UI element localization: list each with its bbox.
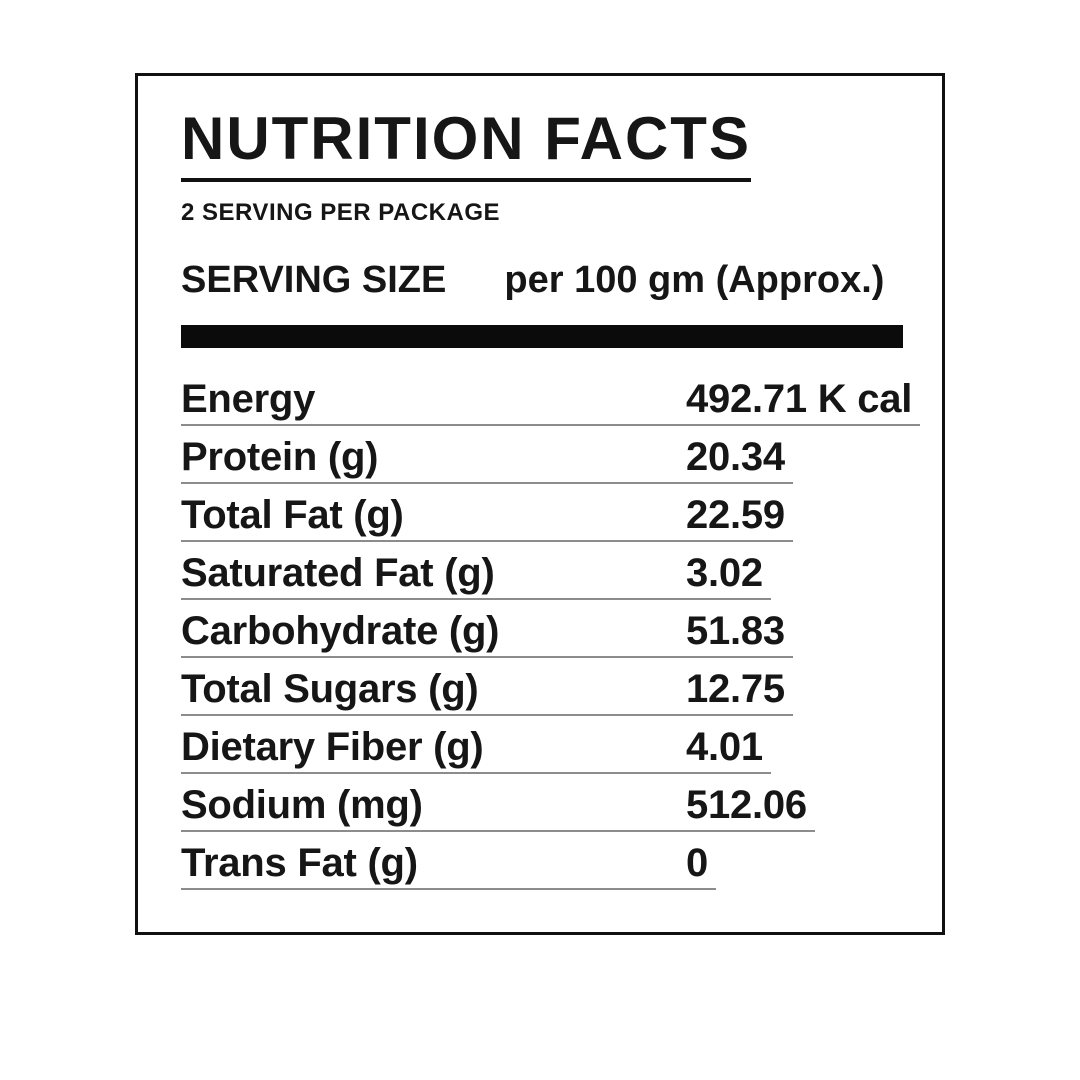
nutrient-name: Total Sugars (g) (181, 667, 479, 711)
servings-per-package: 2 SERVING PER PACKAGE (181, 199, 501, 226)
nutrient-name: Energy (181, 377, 316, 421)
serving-size-row: SERVING SIZE per 100 gm (Approx.) (181, 259, 902, 301)
nutrient-row: Energy 492.71 K cal (181, 368, 921, 426)
nutrient-name: Sodium (mg) (181, 783, 423, 827)
nutrient-value: 20.34 (686, 435, 785, 479)
nutrition-label-box: NUTRITION FACTS 2 SERVING PER PACKAGE SE… (135, 73, 945, 935)
nutrient-value: 512.06 (686, 783, 807, 827)
nutrient-value: 492.71 K cal (686, 377, 913, 421)
label-title: NUTRITION FACTS (181, 104, 751, 182)
nutrient-name: Carbohydrate (g) (181, 609, 500, 653)
nutrient-row: Trans Fat (g) 0 (181, 832, 716, 890)
separator-bar (181, 325, 903, 348)
nutrient-value: 0 (686, 841, 708, 885)
nutrient-value: 22.59 (686, 493, 785, 537)
nutrient-row: Total Sugars (g) 12.75 (181, 658, 793, 716)
nutrient-row: Protein (g) 20.34 (181, 426, 793, 484)
nutrient-name: Saturated Fat (g) (181, 551, 495, 595)
nutrient-value: 12.75 (686, 667, 785, 711)
nutrient-value: 3.02 (686, 551, 763, 595)
nutrient-row: Sodium (mg) 512.06 (181, 774, 815, 832)
serving-size-label: SERVING SIZE (181, 259, 447, 301)
nutrient-name: Protein (g) (181, 435, 379, 479)
nutrient-name: Total Fat (g) (181, 493, 404, 537)
nutrient-rows: Energy 492.71 K cal Protein (g) 20.34 To… (181, 368, 921, 890)
nutrient-row: Total Fat (g) 22.59 (181, 484, 793, 542)
nutrient-row: Carbohydrate (g) 51.83 (181, 600, 793, 658)
nutrient-name: Trans Fat (g) (181, 841, 418, 885)
nutrient-name: Dietary Fiber (g) (181, 725, 484, 769)
nutrient-row: Dietary Fiber (g) 4.01 (181, 716, 771, 774)
nutrient-value: 4.01 (686, 725, 763, 769)
nutrient-value: 51.83 (686, 609, 785, 653)
nutrient-row: Saturated Fat (g) 3.02 (181, 542, 771, 600)
label-content: NUTRITION FACTS 2 SERVING PER PACKAGE SE… (138, 76, 942, 890)
serving-size-value: per 100 gm (Approx.) (504, 259, 885, 301)
